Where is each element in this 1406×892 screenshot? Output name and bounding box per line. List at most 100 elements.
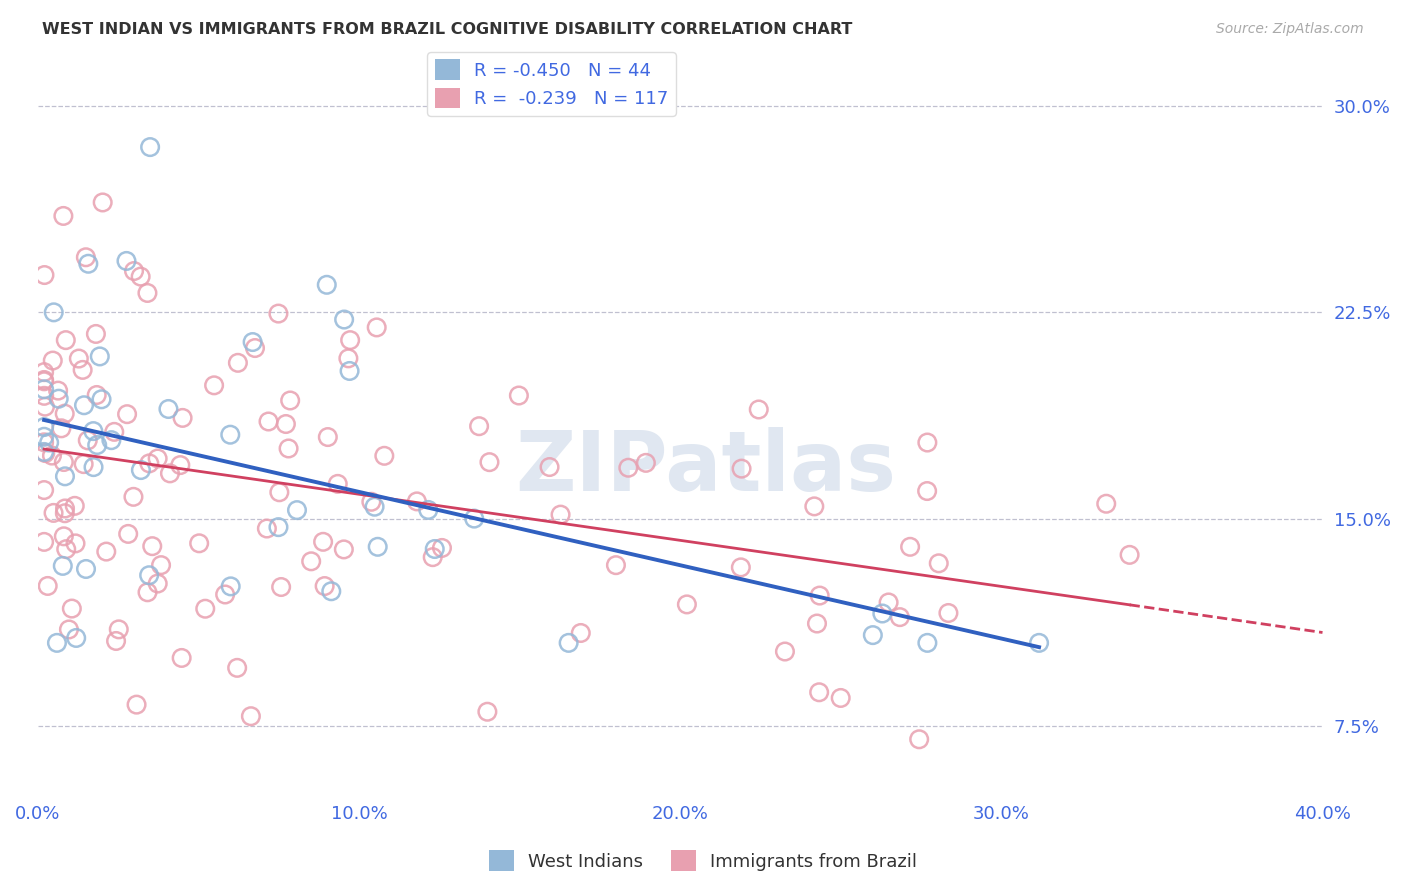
Point	[808, 589, 831, 603]
Point	[257, 415, 280, 429]
Point	[915, 483, 938, 498]
Point	[73, 398, 96, 412]
Point	[256, 522, 278, 536]
Point	[226, 661, 249, 675]
Point	[65, 536, 87, 550]
Point	[468, 419, 491, 434]
Point	[269, 485, 291, 500]
Point	[219, 579, 242, 593]
Point	[136, 585, 159, 599]
Point	[430, 541, 453, 555]
Point	[115, 254, 138, 268]
Point	[90, 392, 112, 407]
Point	[337, 351, 360, 366]
Point	[898, 540, 921, 554]
Point	[32, 535, 55, 549]
Point	[125, 698, 148, 712]
Point	[38, 435, 60, 450]
Point	[312, 534, 335, 549]
Point	[170, 651, 193, 665]
Point	[48, 392, 70, 406]
Point	[277, 442, 299, 456]
Point	[917, 435, 939, 450]
Point	[889, 610, 911, 624]
Point	[72, 363, 94, 377]
Point	[103, 425, 125, 439]
Point	[157, 402, 180, 417]
Point	[76, 434, 98, 448]
Point	[366, 320, 388, 334]
Point	[373, 449, 395, 463]
Point	[550, 508, 572, 522]
Point	[32, 365, 55, 379]
Point	[418, 503, 440, 517]
Point	[773, 644, 796, 658]
Point	[242, 334, 264, 349]
Point	[274, 417, 297, 431]
Point	[285, 503, 308, 517]
Point	[360, 495, 382, 509]
Point	[34, 400, 56, 414]
Point	[138, 568, 160, 582]
Point	[86, 438, 108, 452]
Point	[1028, 636, 1050, 650]
Point	[32, 430, 55, 444]
Point	[326, 476, 349, 491]
Point	[299, 554, 322, 568]
Point	[422, 550, 444, 565]
Point	[86, 388, 108, 402]
Point	[267, 307, 290, 321]
Point	[91, 195, 114, 210]
Point	[159, 467, 181, 481]
Point	[122, 490, 145, 504]
Point	[339, 333, 361, 347]
Point	[32, 373, 55, 387]
Point	[908, 732, 931, 747]
Point	[72, 457, 94, 471]
Point	[52, 209, 75, 223]
Point	[67, 351, 90, 366]
Point	[37, 579, 59, 593]
Point	[202, 378, 225, 392]
Point	[214, 587, 236, 601]
Point	[363, 500, 385, 514]
Point	[146, 576, 169, 591]
Point	[803, 500, 825, 514]
Point	[32, 483, 55, 497]
Point	[188, 536, 211, 550]
Point	[129, 463, 152, 477]
Point	[32, 374, 55, 388]
Point	[77, 257, 100, 271]
Point	[226, 356, 249, 370]
Point	[32, 420, 55, 434]
Point	[267, 520, 290, 534]
Point	[219, 427, 242, 442]
Point	[339, 364, 361, 378]
Point	[53, 501, 76, 516]
Point	[65, 631, 87, 645]
Point	[100, 433, 122, 447]
Point	[32, 382, 55, 396]
Point	[243, 341, 266, 355]
Point	[333, 312, 356, 326]
Point	[75, 562, 97, 576]
Point	[316, 430, 339, 444]
Point	[60, 601, 83, 615]
Point	[315, 277, 337, 292]
Point	[58, 623, 80, 637]
Point	[1118, 548, 1140, 562]
Point	[634, 456, 657, 470]
Point	[877, 595, 900, 609]
Point	[117, 527, 139, 541]
Point	[150, 558, 173, 573]
Point	[730, 560, 752, 574]
Legend: West Indians, Immigrants from Brazil: West Indians, Immigrants from Brazil	[481, 843, 925, 879]
Point	[42, 305, 65, 319]
Legend: R = -0.450   N = 44, R =  -0.239   N = 117: R = -0.450 N = 44, R = -0.239 N = 117	[427, 53, 676, 116]
Point	[333, 542, 356, 557]
Point	[367, 540, 389, 554]
Point	[423, 541, 446, 556]
Text: WEST INDIAN VS IMMIGRANTS FROM BRAZIL COGNITIVE DISABILITY CORRELATION CHART: WEST INDIAN VS IMMIGRANTS FROM BRAZIL CO…	[42, 22, 852, 37]
Text: ZIPatlas: ZIPatlas	[515, 426, 896, 508]
Point	[82, 424, 104, 438]
